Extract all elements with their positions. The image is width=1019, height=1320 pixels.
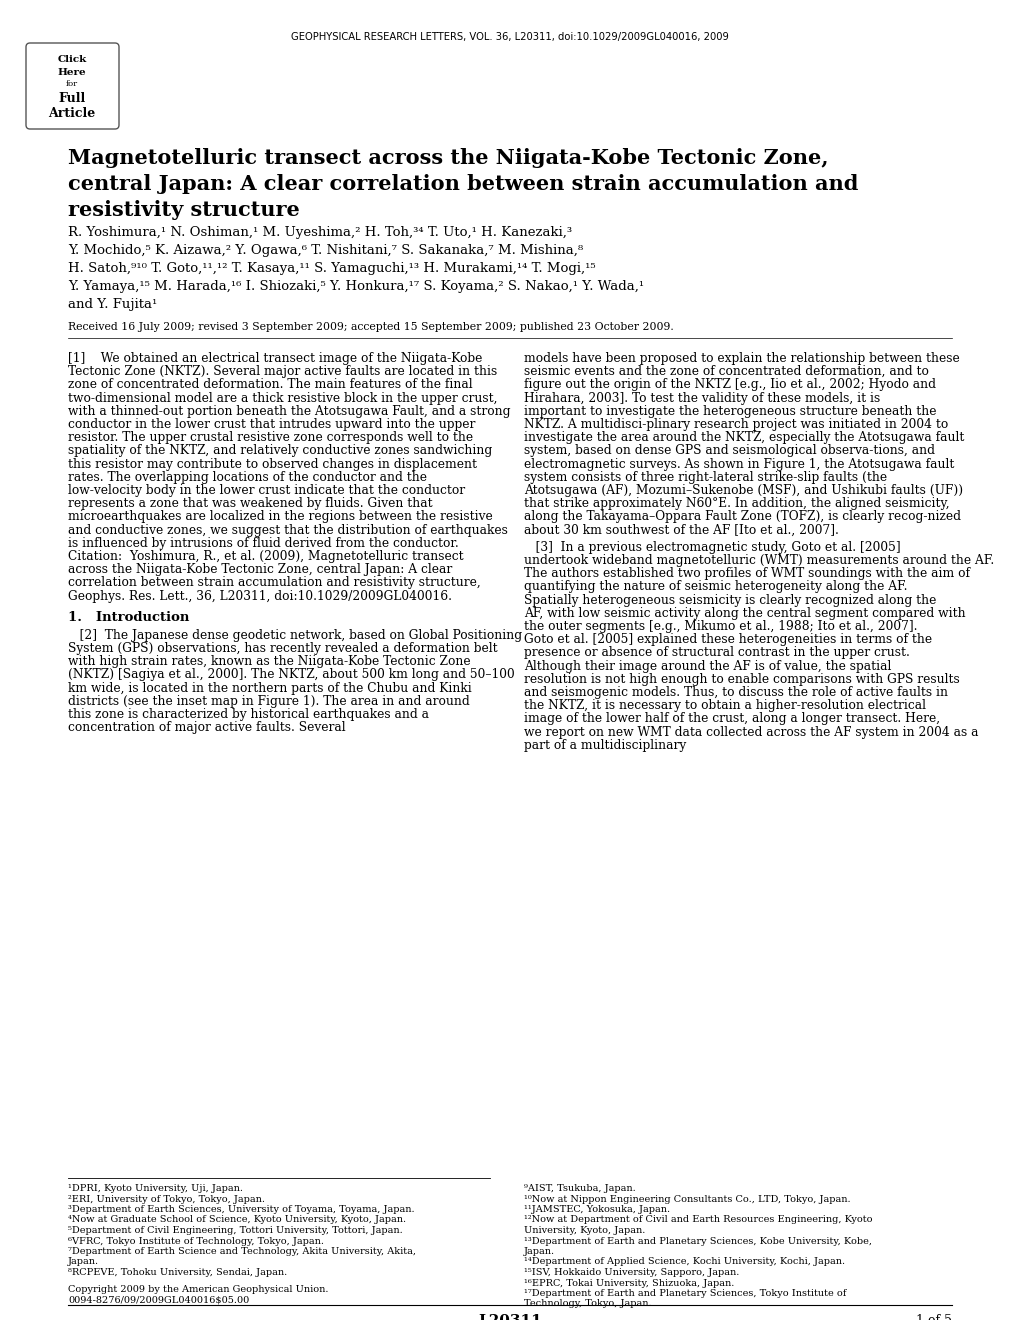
Text: is influenced by intrusions of fluid derived from the conductor.: is influenced by intrusions of fluid der… (68, 537, 459, 550)
Text: Article: Article (48, 107, 96, 120)
Text: with high strain rates, known as the Niigata-Kobe Tectonic Zone: with high strain rates, known as the Nii… (68, 655, 470, 668)
Text: ¹DPRI, Kyoto University, Uji, Japan.: ¹DPRI, Kyoto University, Uji, Japan. (68, 1184, 243, 1193)
FancyBboxPatch shape (25, 44, 119, 129)
Text: Click: Click (57, 55, 87, 63)
Text: conductor in the lower crust that intrudes upward into the upper: conductor in the lower crust that intrud… (68, 418, 475, 432)
Text: Copyright 2009 by the American Geophysical Union.: Copyright 2009 by the American Geophysic… (68, 1284, 328, 1294)
Text: [1]    We obtained an electrical transect image of the Niigata-Kobe: [1] We obtained an electrical transect i… (68, 352, 482, 366)
Text: microearthquakes are localized in the regions between the resistive: microearthquakes are localized in the re… (68, 511, 492, 524)
Text: ⁶VFRC, Tokyo Institute of Technology, Tokyo, Japan.: ⁶VFRC, Tokyo Institute of Technology, To… (68, 1237, 324, 1246)
Text: 0094-8276/09/2009GL040016$05.00: 0094-8276/09/2009GL040016$05.00 (68, 1296, 249, 1305)
Text: 1 of 5: 1 of 5 (915, 1313, 951, 1320)
Text: and conductive zones, we suggest that the distribution of earthquakes: and conductive zones, we suggest that th… (68, 524, 507, 537)
Text: ¹⁶EPRC, Tokai University, Shizuoka, Japan.: ¹⁶EPRC, Tokai University, Shizuoka, Japa… (524, 1279, 734, 1287)
Text: Y. Yamaya,¹⁵ M. Harada,¹⁶ I. Shiozaki,⁵ Y. Honkura,¹⁷ S. Koyama,² S. Nakao,¹ Y. : Y. Yamaya,¹⁵ M. Harada,¹⁶ I. Shiozaki,⁵ … (68, 280, 643, 293)
Text: Magnetotelluric transect across the Niigata-Kobe Tectonic Zone,: Magnetotelluric transect across the Niig… (68, 148, 827, 168)
Text: ¹¹JAMSTEC, Yokosuka, Japan.: ¹¹JAMSTEC, Yokosuka, Japan. (524, 1205, 669, 1214)
Text: undertook wideband magnetotelluric (WMT) measurements around the AF.: undertook wideband magnetotelluric (WMT)… (524, 554, 994, 568)
Text: ⁴Now at Graduate School of Science, Kyoto University, Kyoto, Japan.: ⁴Now at Graduate School of Science, Kyot… (68, 1216, 406, 1225)
Text: ⁷Department of Earth Science and Technology, Akita University, Akita,: ⁷Department of Earth Science and Technol… (68, 1247, 416, 1257)
Text: rates. The overlapping locations of the conductor and the: rates. The overlapping locations of the … (68, 471, 427, 484)
Text: spatiality of the NKTZ, and relatively conductive zones sandwiching: spatiality of the NKTZ, and relatively c… (68, 445, 492, 458)
Text: ⁹AIST, Tsukuba, Japan.: ⁹AIST, Tsukuba, Japan. (524, 1184, 635, 1193)
Text: correlation between strain accumulation and resistivity structure,: correlation between strain accumulation … (68, 577, 480, 590)
Text: low-velocity body in the lower crust indicate that the conductor: low-velocity body in the lower crust ind… (68, 484, 465, 498)
Text: with a thinned-out portion beneath the Atotsugawa Fault, and a strong: with a thinned-out portion beneath the A… (68, 405, 510, 418)
Text: Received 16 July 2009; revised 3 September 2009; accepted 15 September 2009; pub: Received 16 July 2009; revised 3 Septemb… (68, 322, 674, 333)
Text: central Japan: A clear correlation between strain accumulation and: central Japan: A clear correlation betwe… (68, 174, 858, 194)
Text: GEOPHYSICAL RESEARCH LETTERS, VOL. 36, L20311, doi:10.1029/2009GL040016, 2009: GEOPHYSICAL RESEARCH LETTERS, VOL. 36, L… (290, 32, 729, 42)
Text: important to investigate the heterogeneous structure beneath the: important to investigate the heterogeneo… (524, 405, 935, 418)
Text: the outer segments [e.g., Mikumo et al., 1988; Ito et al., 2007].: the outer segments [e.g., Mikumo et al.,… (524, 620, 917, 634)
Text: Y. Mochido,⁵ K. Aizawa,² Y. Ogawa,⁶ T. Nishitani,⁷ S. Sakanaka,⁷ M. Mishina,⁸: Y. Mochido,⁵ K. Aizawa,² Y. Ogawa,⁶ T. N… (68, 244, 583, 257)
Text: zone of concentrated deformation. The main features of the final: zone of concentrated deformation. The ma… (68, 379, 472, 392)
Text: ⁸RCPEVE, Tohoku University, Sendai, Japan.: ⁸RCPEVE, Tohoku University, Sendai, Japa… (68, 1269, 287, 1276)
Text: AF, with low seismic activity along the central segment compared with: AF, with low seismic activity along the … (524, 607, 965, 620)
Text: image of the lower half of the crust, along a longer transect. Here,: image of the lower half of the crust, al… (524, 713, 940, 726)
Text: that strike approximately N60°E. In addition, the aligned seismicity,: that strike approximately N60°E. In addi… (524, 498, 949, 511)
Text: Geophys. Res. Lett., 36, L20311, doi:10.1029/2009GL040016.: Geophys. Res. Lett., 36, L20311, doi:10.… (68, 590, 451, 603)
Text: represents a zone that was weakened by fluids. Given that: represents a zone that was weakened by f… (68, 498, 432, 511)
Text: figure out the origin of the NKTZ [e.g., Iio et al., 2002; Hyodo and: figure out the origin of the NKTZ [e.g.,… (524, 379, 935, 392)
Text: The authors established two profiles of WMT soundings with the aim of: The authors established two profiles of … (524, 568, 969, 581)
Text: Tectonic Zone (NKTZ). Several major active faults are located in this: Tectonic Zone (NKTZ). Several major acti… (68, 366, 497, 379)
Text: districts (see the inset map in Figure 1). The area in and around: districts (see the inset map in Figure 1… (68, 694, 470, 708)
Text: part of a multidisciplinary: part of a multidisciplinary (524, 739, 686, 752)
Text: for: for (66, 81, 78, 88)
Text: system, based on dense GPS and seismological observa-tions, and: system, based on dense GPS and seismolog… (524, 445, 934, 458)
Text: resistivity structure: resistivity structure (68, 201, 300, 220)
Text: Japan.: Japan. (524, 1247, 554, 1257)
Text: this resistor may contribute to observed changes in displacement: this resistor may contribute to observed… (68, 458, 477, 471)
Text: this zone is characterized by historical earthquakes and a: this zone is characterized by historical… (68, 708, 429, 721)
Text: ¹³Department of Earth and Planetary Sciences, Kobe University, Kobe,: ¹³Department of Earth and Planetary Scie… (524, 1237, 871, 1246)
Text: H. Satoh,⁹¹⁰ T. Goto,¹¹,¹² T. Kasaya,¹¹ S. Yamaguchi,¹³ H. Murakami,¹⁴ T. Mogi,¹: H. Satoh,⁹¹⁰ T. Goto,¹¹,¹² T. Kasaya,¹¹ … (68, 261, 595, 275)
Text: km wide, is located in the northern parts of the Chubu and Kinki: km wide, is located in the northern part… (68, 681, 472, 694)
Text: 1.   Introduction: 1. Introduction (68, 611, 190, 624)
Text: ⁵Department of Civil Engineering, Tottori University, Tottori, Japan.: ⁵Department of Civil Engineering, Tottor… (68, 1226, 403, 1236)
Text: ³Department of Earth Sciences, University of Toyama, Toyama, Japan.: ³Department of Earth Sciences, Universit… (68, 1205, 414, 1214)
Text: Technology, Tokyo, Japan.: Technology, Tokyo, Japan. (524, 1299, 651, 1308)
Text: Spatially heterogeneous seismicity is clearly recognized along the: Spatially heterogeneous seismicity is cl… (524, 594, 935, 607)
Text: [3]  In a previous electromagnetic study, Goto et al. [2005]: [3] In a previous electromagnetic study,… (524, 541, 900, 554)
Text: System (GPS) observations, has recently revealed a deformation belt: System (GPS) observations, has recently … (68, 642, 497, 655)
Text: Full: Full (58, 92, 86, 106)
Text: ¹²Now at Department of Civil and Earth Resources Engineering, Kyoto: ¹²Now at Department of Civil and Earth R… (524, 1216, 871, 1225)
Text: ¹⁴Department of Applied Science, Kochi University, Kochi, Japan.: ¹⁴Department of Applied Science, Kochi U… (524, 1258, 845, 1266)
Text: ¹⁵ISV, Hokkaido University, Sapporo, Japan.: ¹⁵ISV, Hokkaido University, Sapporo, Jap… (524, 1269, 739, 1276)
Text: Here: Here (58, 69, 87, 77)
Text: [2]  The Japanese dense geodetic network, based on Global Positioning: [2] The Japanese dense geodetic network,… (68, 628, 522, 642)
Text: seismic events and the zone of concentrated deformation, and to: seismic events and the zone of concentra… (524, 366, 928, 379)
Text: University, Kyoto, Japan.: University, Kyoto, Japan. (524, 1226, 645, 1236)
Text: models have been proposed to explain the relationship between these: models have been proposed to explain the… (524, 352, 959, 366)
Text: ¹⁷Department of Earth and Planetary Sciences, Tokyo Institute of: ¹⁷Department of Earth and Planetary Scie… (524, 1290, 846, 1298)
Text: L20311: L20311 (478, 1313, 541, 1320)
Text: Although their image around the AF is of value, the spatial: Although their image around the AF is of… (524, 660, 891, 673)
Text: system consists of three right-lateral strike-slip faults (the: system consists of three right-lateral s… (524, 471, 887, 484)
Text: resistor. The upper crustal resistive zone corresponds well to the: resistor. The upper crustal resistive zo… (68, 432, 473, 445)
Text: Hirahara, 2003]. To test the validity of these models, it is: Hirahara, 2003]. To test the validity of… (524, 392, 879, 405)
Text: presence or absence of structural contrast in the upper crust.: presence or absence of structural contra… (524, 647, 909, 660)
Text: about 30 km southwest of the AF [Ito et al., 2007].: about 30 km southwest of the AF [Ito et … (524, 524, 838, 537)
Text: ¹⁰Now at Nippon Engineering Consultants Co., LTD, Tokyo, Japan.: ¹⁰Now at Nippon Engineering Consultants … (524, 1195, 850, 1204)
Text: along the Takayama–Oppara Fault Zone (TOFZ), is clearly recog-nized: along the Takayama–Oppara Fault Zone (TO… (524, 511, 960, 524)
Text: Japan.: Japan. (68, 1258, 99, 1266)
Text: electromagnetic surveys. As shown in Figure 1, the Atotsugawa fault: electromagnetic surveys. As shown in Fig… (524, 458, 954, 471)
Text: Atotsugawa (AF), Mozumi–Sukenobe (MSF), and Ushikubi faults (UF)): Atotsugawa (AF), Mozumi–Sukenobe (MSF), … (524, 484, 962, 498)
Text: (NKTZ) [Sagiya et al., 2000]. The NKTZ, about 500 km long and 50–100: (NKTZ) [Sagiya et al., 2000]. The NKTZ, … (68, 668, 515, 681)
Text: and seismogenic models. Thus, to discuss the role of active faults in: and seismogenic models. Thus, to discuss… (524, 686, 947, 700)
Text: ²ERI, University of Tokyo, Tokyo, Japan.: ²ERI, University of Tokyo, Tokyo, Japan. (68, 1195, 265, 1204)
Text: resolution is not high enough to enable comparisons with GPS results: resolution is not high enough to enable … (524, 673, 959, 686)
Text: Goto et al. [2005] explained these heterogeneities in terms of the: Goto et al. [2005] explained these heter… (524, 634, 931, 647)
Text: Citation:  Yoshimura, R., et al. (2009), Magnetotelluric transect: Citation: Yoshimura, R., et al. (2009), … (68, 550, 464, 564)
Text: we report on new WMT data collected across the AF system in 2004 as a: we report on new WMT data collected acro… (524, 726, 977, 739)
Text: and Y. Fujita¹: and Y. Fujita¹ (68, 298, 157, 312)
Text: concentration of major active faults. Several: concentration of major active faults. Se… (68, 721, 345, 734)
Text: two-dimensional model are a thick resistive block in the upper crust,: two-dimensional model are a thick resist… (68, 392, 497, 405)
Text: the NKTZ, it is necessary to obtain a higher-resolution electrical: the NKTZ, it is necessary to obtain a hi… (524, 700, 925, 713)
Text: R. Yoshimura,¹ N. Oshiman,¹ M. Uyeshima,² H. Toh,³⁴ T. Uto,¹ H. Kanezaki,³: R. Yoshimura,¹ N. Oshiman,¹ M. Uyeshima,… (68, 226, 572, 239)
Text: across the Niigata-Kobe Tectonic Zone, central Japan: A clear: across the Niigata-Kobe Tectonic Zone, c… (68, 564, 451, 577)
Text: investigate the area around the NKTZ, especially the Atotsugawa fault: investigate the area around the NKTZ, es… (524, 432, 963, 445)
Text: quantifying the nature of seismic heterogeneity along the AF.: quantifying the nature of seismic hetero… (524, 581, 907, 594)
Text: NKTZ. A multidisci-plinary research project was initiated in 2004 to: NKTZ. A multidisci-plinary research proj… (524, 418, 948, 432)
